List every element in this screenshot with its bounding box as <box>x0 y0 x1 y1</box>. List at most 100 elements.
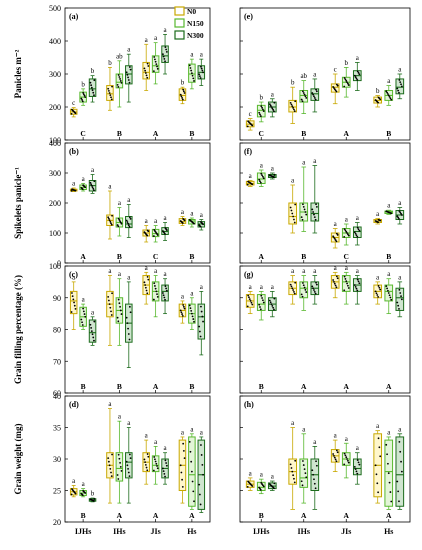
significance-letter: a <box>313 267 317 275</box>
data-point <box>268 174 271 177</box>
data-point <box>302 203 304 206</box>
data-point <box>246 305 249 308</box>
data-point <box>355 234 358 237</box>
data-point <box>110 310 112 313</box>
panel-frame <box>64 142 211 264</box>
y-tick-label: 40 <box>53 392 61 401</box>
data-point <box>378 286 381 289</box>
data-point <box>93 189 95 192</box>
data-point <box>396 87 399 90</box>
group-letter: A <box>386 511 392 520</box>
y-axis-title: Grain filling percentage (%) <box>13 275 23 384</box>
data-point <box>200 67 203 70</box>
data-point <box>269 104 272 107</box>
group-letter: C <box>153 252 158 261</box>
data-point <box>293 477 295 480</box>
significance-letter: a <box>127 273 131 281</box>
significance-letter: a <box>249 172 253 180</box>
data-point <box>356 289 359 292</box>
significance-letter: a <box>260 471 264 479</box>
panel-frame <box>239 142 411 264</box>
data-point <box>165 48 168 51</box>
data-point <box>118 76 121 78</box>
data-point <box>163 472 166 475</box>
data-point <box>353 465 356 468</box>
data-point <box>119 305 121 308</box>
data-point <box>246 125 249 128</box>
data-point <box>293 481 296 484</box>
data-point <box>109 306 112 309</box>
data-point <box>120 313 123 315</box>
group-letter: B <box>189 382 194 391</box>
data-point <box>400 212 402 215</box>
data-point <box>270 106 273 108</box>
significance-letter: a <box>154 438 158 446</box>
data-point <box>302 92 305 94</box>
data-point <box>193 320 195 323</box>
data-point <box>399 211 402 214</box>
data-point <box>200 65 202 68</box>
significance-letter: a <box>163 270 167 278</box>
data-point <box>332 85 335 88</box>
box <box>125 452 133 479</box>
group-letter: B <box>386 129 391 138</box>
data-point <box>81 321 83 324</box>
box <box>142 61 150 80</box>
data-point <box>145 466 148 469</box>
significance-letter: a <box>181 428 185 436</box>
data-point <box>198 75 201 78</box>
significance-letter: a <box>291 267 295 275</box>
data-point <box>144 284 147 286</box>
data-point <box>386 91 388 94</box>
data-point <box>84 315 87 318</box>
significance-letter: a <box>190 289 194 297</box>
data-point <box>376 482 379 485</box>
y-tick-label: 80 <box>53 326 61 335</box>
data-point <box>271 107 274 110</box>
data-point <box>343 77 346 79</box>
data-point <box>292 474 295 477</box>
significance-letter: a <box>291 177 295 185</box>
data-point <box>80 318 83 321</box>
data-point <box>119 309 122 312</box>
data-point <box>358 229 361 232</box>
box <box>115 73 124 89</box>
data-point <box>117 298 120 301</box>
significance-letter: a <box>163 26 167 34</box>
significance-letter: b <box>181 79 185 87</box>
data-point <box>116 474 119 476</box>
significance-letter: a <box>200 428 204 436</box>
data-point <box>343 463 346 466</box>
data-point <box>162 294 165 297</box>
significance-letter: a <box>260 283 264 291</box>
data-point <box>268 483 271 486</box>
data-point <box>293 218 295 221</box>
data-point <box>302 90 304 93</box>
data-point <box>356 459 359 462</box>
data-point <box>390 298 393 301</box>
data-point <box>344 278 347 280</box>
data-point <box>129 311 132 314</box>
data-point <box>388 95 391 98</box>
data-point <box>107 89 110 92</box>
box <box>330 83 340 93</box>
data-point <box>156 67 159 70</box>
significance-letter: a <box>398 273 402 281</box>
group-letter: A <box>344 129 350 138</box>
data-point <box>71 108 73 111</box>
data-point <box>332 279 335 281</box>
data-point <box>273 297 276 300</box>
significance-letter: c <box>249 110 252 118</box>
data-point <box>198 330 201 333</box>
data-point <box>354 232 357 235</box>
data-point <box>181 97 183 99</box>
data-point <box>335 449 338 452</box>
data-point <box>143 281 146 284</box>
data-point <box>377 218 380 221</box>
data-point <box>154 458 156 461</box>
data-point <box>125 460 128 463</box>
significance-letter: b <box>81 80 85 88</box>
data-point <box>200 221 202 223</box>
data-point <box>333 280 335 283</box>
data-point <box>396 301 399 304</box>
